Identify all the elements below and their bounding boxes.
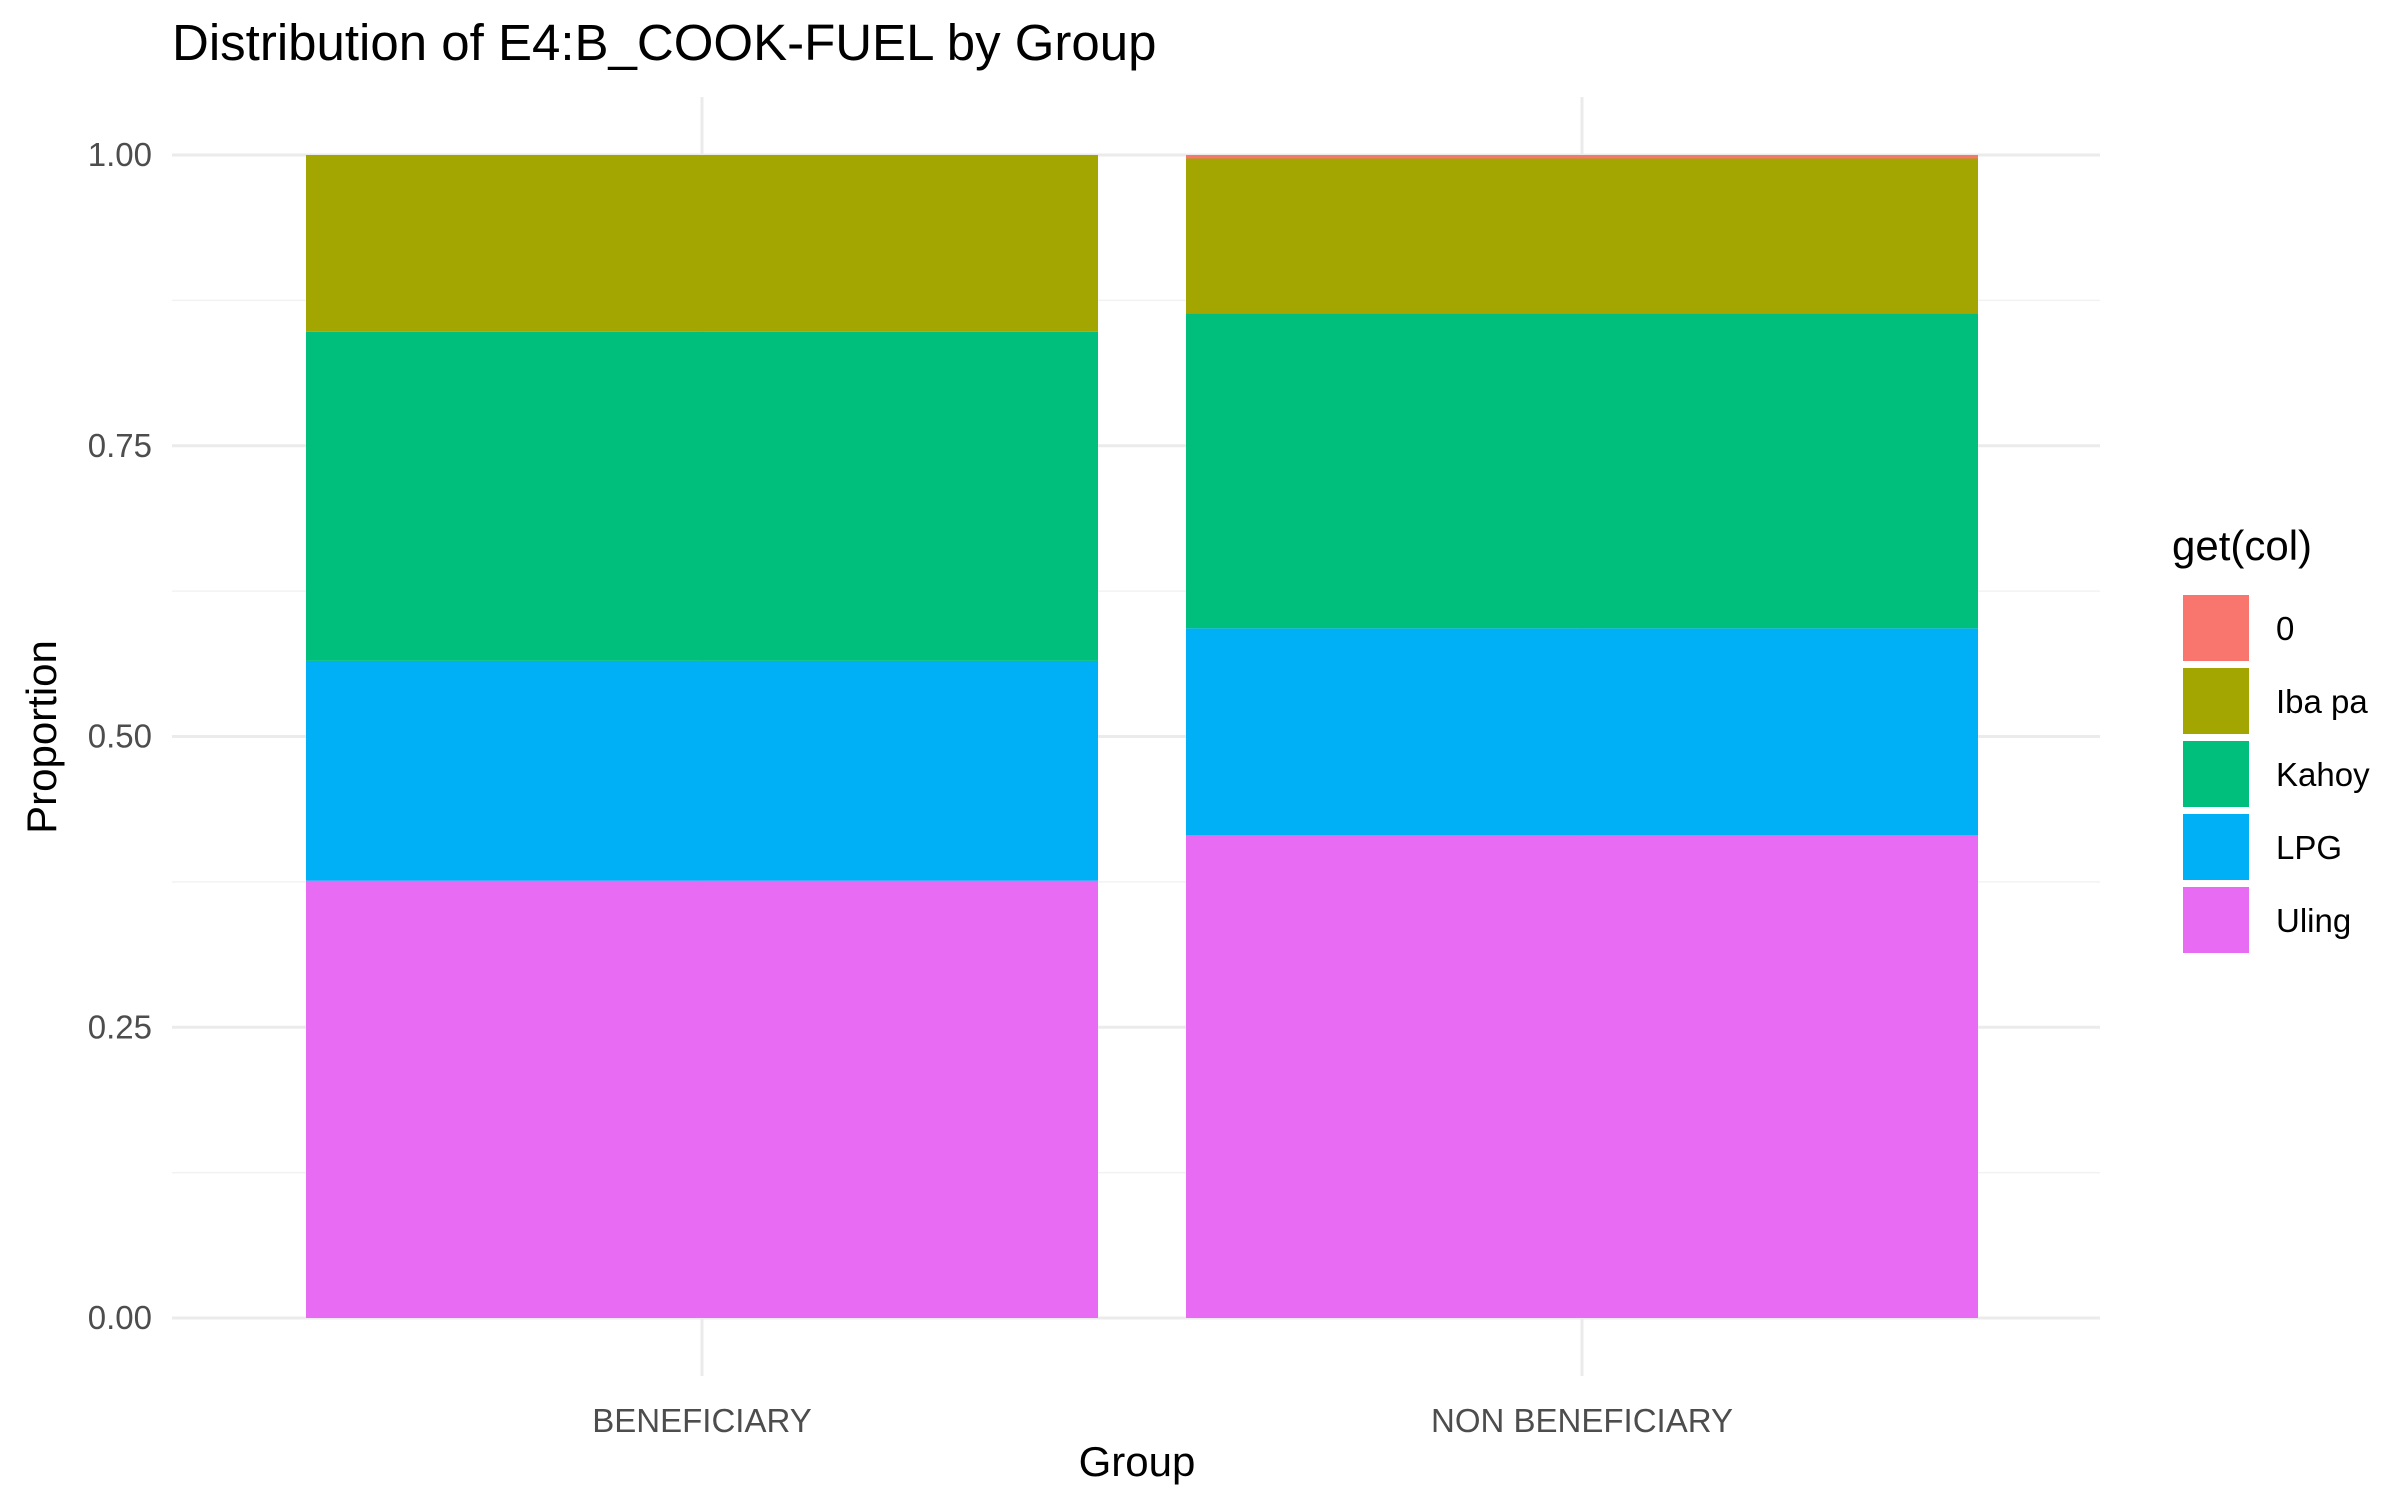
- bar-segment: NON BENEFICIARY — Kahoy: 0.271: [1186, 313, 1978, 629]
- y-tick-label: 0.50: [88, 718, 152, 755]
- legend-item: 0: [2183, 595, 2294, 661]
- legend-key: [2183, 814, 2249, 880]
- legend-title: get(col): [2172, 522, 2312, 569]
- y-axis-tick-labels: 0.00 0.25 0.50 0.75 1.00: [88, 136, 152, 1336]
- legend-key: [2183, 887, 2249, 953]
- legend-label: 0: [2276, 610, 2294, 647]
- legend-label: LPG: [2276, 829, 2342, 866]
- legend-key: [2183, 741, 2249, 807]
- y-tick-label: 0.75: [88, 427, 152, 464]
- x-axis-title: Group: [1079, 1438, 1196, 1485]
- bar-segment: NON BENEFICIARY — Iba pa: 0.133: [1186, 158, 1978, 314]
- bar-segment: NON BENEFICIARY — 0: 0.003: [1186, 155, 1978, 159]
- legend-items: 0 Iba pa Kahoy LPG Uling: [2183, 595, 2370, 953]
- bar-segment: NON BENEFICIARY — LPG: 0.178: [1186, 628, 1978, 836]
- y-tick-label: 1.00: [88, 136, 152, 173]
- legend-item: Iba pa: [2183, 668, 2368, 734]
- x-tick-label: BENEFICIARY: [592, 1402, 811, 1439]
- legend-item: Uling: [2183, 887, 2351, 953]
- bar-segment: NON BENEFICIARY — Uling: 0.415: [1186, 835, 1978, 1318]
- bar-segment: BENEFICIARY — Kahoy: 0.283: [306, 331, 1098, 661]
- bar-segment: BENEFICIARY — Iba pa: 0.152: [306, 155, 1098, 332]
- bar-segment: BENEFICIARY — LPG: 0.189: [306, 660, 1098, 881]
- x-axis-tick-labels: BENEFICIARY NON BENEFICIARY: [592, 1402, 1733, 1439]
- x-tick-label: NON BENEFICIARY: [1431, 1402, 1733, 1439]
- legend-label: Kahoy: [2276, 756, 2370, 793]
- legend: get(col) 0 Iba pa Kahoy LPG Uling: [2172, 522, 2370, 953]
- chart-title: Distribution of E4:B_COOK-FUEL by Group: [172, 14, 1157, 71]
- y-tick-label: 0.00: [88, 1299, 152, 1336]
- legend-item: Kahoy: [2183, 741, 2370, 807]
- legend-key: [2183, 595, 2249, 661]
- legend-label: Uling: [2276, 902, 2351, 939]
- y-axis-title: Proportion: [18, 640, 65, 834]
- legend-key: [2183, 668, 2249, 734]
- bars: BENEFICIARY — Uling: 0.376BENEFICIARY — …: [306, 155, 1978, 1318]
- bar-segment: BENEFICIARY — Uling: 0.376: [306, 880, 1098, 1318]
- y-tick-label: 0.25: [88, 1008, 152, 1045]
- legend-label: Iba pa: [2276, 683, 2368, 720]
- legend-item: LPG: [2183, 814, 2342, 880]
